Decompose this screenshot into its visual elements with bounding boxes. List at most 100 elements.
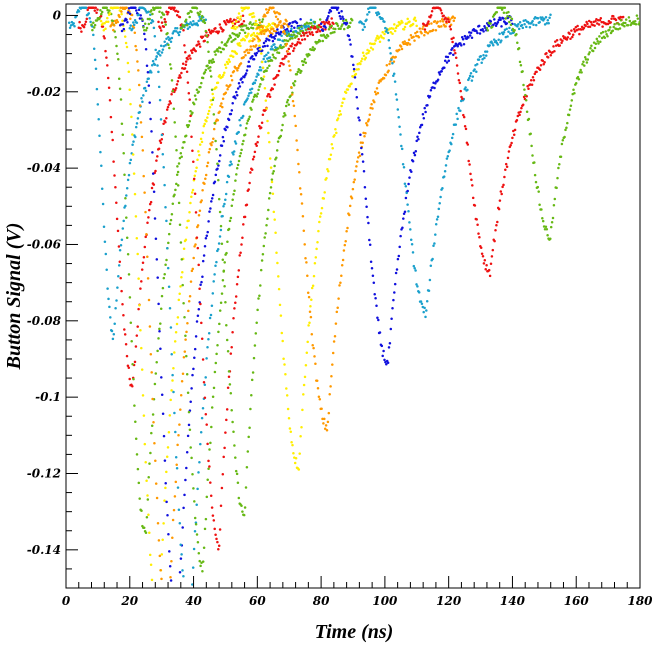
data-point (196, 224, 200, 227)
data-point (167, 35, 170, 39)
data-point (541, 16, 544, 19)
data-point (273, 164, 276, 168)
data-point (212, 519, 216, 522)
data-point (364, 197, 368, 200)
data-point (99, 9, 102, 12)
data-point (473, 68, 476, 71)
data-point (142, 174, 145, 178)
x-tick-label: 180 (627, 594, 653, 608)
data-point (329, 153, 333, 157)
data-point (143, 86, 147, 90)
data-point (505, 27, 508, 31)
data-point (468, 34, 472, 37)
data-point (255, 51, 259, 55)
data-point (227, 37, 231, 40)
data-point (243, 31, 247, 34)
data-point (234, 469, 238, 473)
data-point (541, 59, 545, 63)
data-point (160, 21, 164, 24)
data-point (201, 275, 204, 279)
data-point (242, 19, 246, 23)
data-point (232, 69, 236, 73)
data-point (229, 392, 233, 395)
y-tick-label: -0.04 (27, 161, 61, 175)
data-point (377, 81, 381, 84)
data-point (206, 230, 209, 234)
data-point (482, 262, 486, 265)
data-point (337, 11, 341, 15)
data-point (265, 53, 268, 57)
data-point (473, 204, 477, 207)
data-point (414, 31, 417, 35)
data-point (494, 39, 498, 43)
data-point (334, 322, 338, 325)
data-point (139, 287, 142, 290)
data-point (611, 29, 615, 32)
data-point (395, 268, 399, 271)
data-point (584, 58, 588, 61)
data-point (220, 102, 223, 105)
data-point (390, 317, 393, 321)
data-point (225, 324, 228, 327)
data-point (198, 13, 201, 16)
data-point (538, 68, 542, 72)
data-point (171, 202, 175, 206)
data-point (194, 335, 198, 338)
data-point (203, 396, 207, 399)
data-point (218, 23, 222, 26)
data-point (382, 349, 385, 353)
data-point (295, 21, 299, 25)
data-point (555, 186, 558, 190)
data-point (213, 180, 217, 183)
data-point (330, 375, 333, 378)
data-point (392, 298, 395, 302)
data-point (184, 63, 188, 66)
data-point (364, 56, 368, 60)
data-point (485, 263, 488, 267)
data-point (402, 42, 406, 46)
data-point (154, 237, 158, 241)
data-point (403, 40, 406, 43)
data-point (157, 85, 161, 89)
data-point (223, 261, 226, 264)
data-point (337, 297, 340, 300)
data-point (624, 18, 628, 21)
data-point (107, 297, 110, 301)
data-point (363, 25, 366, 29)
data-point (569, 104, 573, 107)
data-point (262, 244, 266, 248)
data-point (414, 19, 418, 23)
data-point (190, 10, 193, 14)
data-point (280, 128, 283, 132)
data-point (247, 94, 250, 97)
data-point (255, 22, 259, 26)
data-point (601, 25, 604, 28)
data-point (593, 24, 596, 27)
data-point (456, 45, 459, 48)
data-point (154, 57, 158, 61)
data-point (510, 17, 514, 21)
data-point (266, 11, 270, 14)
data-point (310, 22, 313, 25)
data-point (268, 95, 272, 99)
data-point (529, 132, 532, 135)
data-point (253, 150, 257, 154)
data-point (327, 169, 330, 173)
data-point (142, 255, 146, 259)
data-point (223, 71, 226, 74)
data-point (201, 189, 204, 192)
data-point (160, 393, 164, 397)
data-point (216, 118, 220, 122)
data-point (393, 291, 396, 294)
data-point (546, 234, 549, 237)
data-point (129, 17, 132, 20)
data-point (523, 88, 526, 91)
data-point (343, 243, 347, 247)
data-point (152, 26, 156, 30)
data-point (244, 126, 248, 130)
data-point (188, 210, 191, 214)
data-point (284, 373, 287, 376)
data-point (430, 9, 434, 13)
data-point (169, 218, 173, 222)
data-point (235, 20, 238, 23)
